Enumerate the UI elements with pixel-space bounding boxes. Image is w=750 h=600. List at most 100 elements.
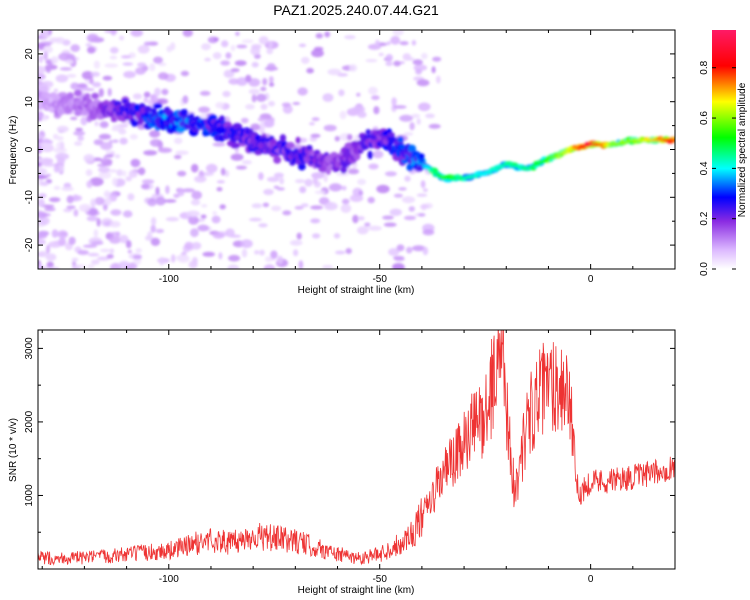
- noise-blob: [324, 31, 331, 38]
- noise-blob: [268, 100, 275, 107]
- noise-blob: [409, 122, 415, 131]
- noise-blob: [164, 199, 177, 203]
- noise-blob: [240, 239, 253, 249]
- ridge-cell: [295, 136, 301, 144]
- noise-blob: [103, 190, 111, 198]
- noise-blob: [251, 203, 263, 209]
- noise-blob: [268, 76, 274, 84]
- noise-blob: [141, 183, 150, 190]
- noise-blob: [394, 256, 405, 262]
- noise-blob: [125, 240, 132, 249]
- noise-blob: [349, 194, 364, 203]
- noise-blob: [298, 260, 304, 269]
- noise-blob: [383, 222, 397, 227]
- noise-blob: [241, 39, 254, 44]
- noise-blob: [159, 256, 164, 266]
- noise-blob: [184, 241, 194, 250]
- noise-blob: [415, 68, 422, 75]
- noise-blob: [428, 123, 441, 129]
- noise-blob: [48, 266, 60, 269]
- noise-blob: [403, 132, 414, 136]
- noise-blob: [65, 59, 74, 64]
- noise-blob: [268, 40, 273, 49]
- noise-blob: [204, 57, 211, 62]
- x-tick-label: -100: [159, 274, 179, 285]
- noise-blob: [104, 197, 112, 206]
- y-tick-label: 0: [24, 146, 35, 152]
- noise-blob: [75, 264, 86, 268]
- noise-blob: [218, 252, 223, 260]
- ridge-cell: [398, 144, 407, 150]
- noise-blob: [327, 68, 342, 76]
- y-tick-label: -10: [24, 190, 35, 205]
- noise-blob: [411, 40, 417, 46]
- ridge-cell: [39, 85, 49, 93]
- noise-blob: [173, 154, 182, 160]
- noise-blob: [171, 254, 176, 263]
- noise-blob: [72, 194, 79, 202]
- noise-blob: [158, 147, 172, 153]
- noise-blob: [55, 152, 70, 161]
- ridge-cell: [130, 120, 139, 127]
- noise-blob: [70, 44, 80, 52]
- noise-blob: [309, 122, 315, 126]
- noise-blob: [90, 71, 100, 77]
- noise-blob: [102, 160, 113, 167]
- noise-blob: [191, 190, 202, 200]
- noise-blob: [235, 31, 240, 36]
- ridge-cell: [254, 149, 263, 156]
- noise-blob: [399, 41, 409, 46]
- noise-blob: [194, 175, 207, 183]
- noise-blob: [299, 186, 307, 194]
- noise-blob: [85, 43, 92, 47]
- noise-blob: [421, 52, 428, 60]
- noise-blob: [412, 245, 426, 252]
- noise-blob: [367, 196, 375, 204]
- noise-blob: [125, 176, 132, 182]
- noise-blob: [165, 217, 179, 222]
- noise-blob: [388, 248, 400, 256]
- noise-blob: [108, 169, 118, 173]
- noise-blob: [177, 254, 190, 263]
- noise-blob: [391, 97, 397, 106]
- noise-blob: [100, 248, 111, 253]
- noise-blob: [294, 205, 304, 210]
- snr-xlabel: Height of straight line (km): [298, 585, 415, 596]
- noise-blob: [93, 139, 104, 146]
- noise-blob: [42, 163, 56, 167]
- noise-blob: [311, 49, 324, 58]
- noise-blob: [182, 188, 195, 193]
- noise-blob: [393, 60, 401, 67]
- noise-blob: [87, 264, 95, 269]
- noise-blob: [422, 246, 429, 256]
- noise-blob: [80, 116, 88, 126]
- noise-blob: [335, 250, 346, 255]
- noise-blob: [137, 62, 147, 68]
- noise-blob: [309, 136, 318, 142]
- noise-blob: [213, 37, 219, 42]
- noise-blob: [258, 223, 268, 228]
- noise-blob: [248, 88, 260, 95]
- noise-blob: [398, 187, 407, 191]
- noise-blob: [38, 43, 46, 48]
- ridge-cell: [279, 134, 287, 143]
- noise-blob: [368, 225, 382, 231]
- noise-blob: [212, 52, 222, 60]
- noise-blob: [356, 92, 361, 97]
- noise-blob: [262, 202, 270, 208]
- noise-blob: [372, 150, 384, 159]
- noise-blob: [190, 228, 199, 238]
- noise-blob: [201, 204, 208, 208]
- noise-blob: [260, 103, 268, 110]
- snr-ylabel: SNR (10 * v/v): [8, 418, 19, 482]
- noise-blob: [119, 137, 128, 145]
- noise-blob: [92, 81, 102, 88]
- noise-blob: [230, 153, 244, 161]
- noise-blob: [312, 233, 321, 239]
- noise-blob: [416, 79, 430, 87]
- noise-blob: [86, 180, 93, 189]
- noise-blob: [404, 175, 411, 182]
- ridge-cell: [286, 141, 295, 149]
- noise-blob: [334, 136, 340, 142]
